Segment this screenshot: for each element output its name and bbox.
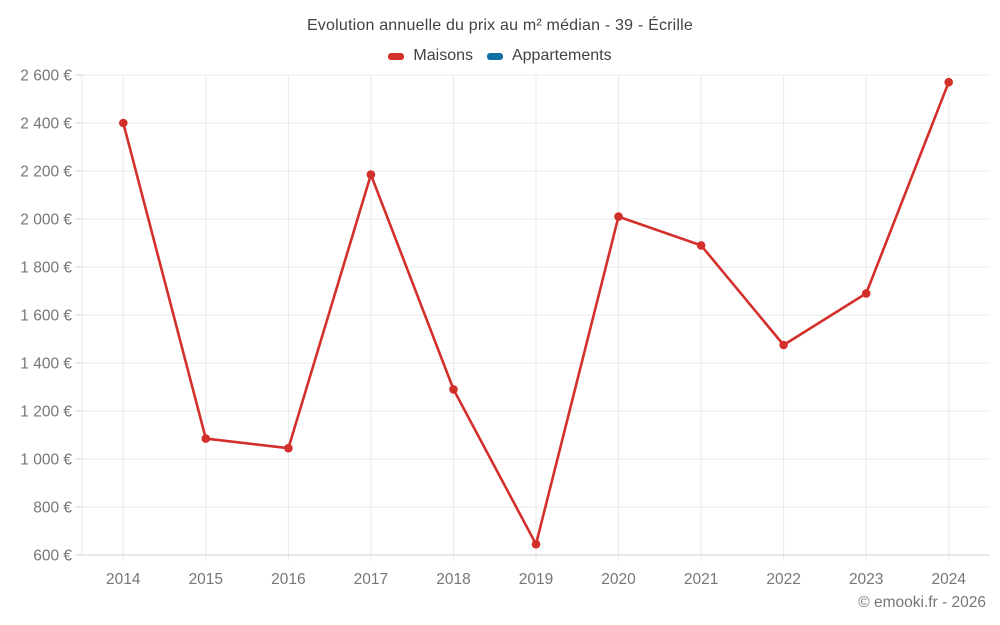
legend-label-maisons: Maisons [413, 47, 473, 64]
y-tick-label: 1 800 € [20, 260, 72, 277]
data-point[interactable] [614, 212, 623, 221]
y-tick-label: 600 € [33, 548, 72, 565]
y-tick-label: 2 000 € [20, 212, 72, 229]
y-tick-label: 800 € [33, 500, 72, 517]
data-point[interactable] [779, 340, 788, 350]
data-point[interactable] [284, 443, 293, 453]
x-tick-label: 2021 [684, 571, 718, 588]
copyright-footer: © emooki.fr - 2026 [858, 594, 986, 611]
data-point[interactable] [861, 289, 871, 298]
y-axis-labels: 600 € 800 € 1 000 € 1 200 € 1 400 € 1 600 € 1 … [20, 68, 72, 565]
y-tick-label: 2 400 € [20, 116, 72, 133]
x-tick-label: 2019 [519, 571, 553, 588]
data-point[interactable] [119, 118, 128, 128]
data-point[interactable] [944, 77, 953, 87]
chart-title: Evolution annuelle du prix au m² médian … [306, 17, 694, 34]
appartements-swatch [486, 52, 503, 60]
legend-label-appartements: Appartements [511, 47, 612, 64]
data-point[interactable] [531, 539, 541, 549]
data-point[interactable] [696, 241, 706, 250]
y-tick-label: 1 000 € [20, 452, 72, 469]
x-tick-label: 2014 [106, 571, 141, 588]
x-tick-label: 2024 [931, 571, 966, 588]
y-tick-label: 2 600 € [20, 68, 72, 85]
x-tick-label: 2017 [354, 571, 388, 588]
x-tick-label: 2018 [436, 571, 470, 588]
x-tick-label: 2023 [849, 571, 883, 588]
data-point[interactable] [366, 170, 376, 179]
maisons-swatch [388, 52, 405, 60]
y-tick-label: 1 400 € [20, 356, 72, 373]
legend-item-appartements[interactable]: Appartements [486, 47, 612, 65]
series-maisons [119, 77, 953, 549]
axis-lines [76, 75, 990, 556]
x-tick-label: 2022 [766, 571, 800, 588]
legend-item-maisons[interactable]: Maisons [388, 47, 473, 65]
data-point[interactable] [449, 385, 458, 394]
y-tick-label: 2 200 € [20, 164, 72, 181]
data-point[interactable] [201, 434, 211, 443]
x-tick-label: 2015 [189, 571, 223, 588]
gridlines [76, 74, 990, 561]
x-axis-labels: 2014 2015 2016 2017 2018 2019 2020 2021 2022 2023… [106, 571, 966, 588]
y-tick-label: 1 200 € [20, 404, 72, 421]
x-tick-label: 2020 [601, 571, 636, 588]
y-tick-label: 1 600 € [20, 308, 72, 325]
x-tick-label: 2016 [271, 571, 305, 588]
chart-legend: Maisons Appartements [0, 46, 1000, 66]
